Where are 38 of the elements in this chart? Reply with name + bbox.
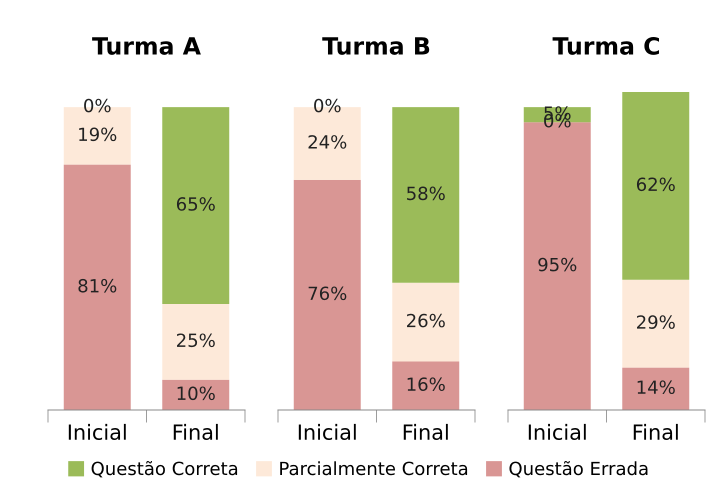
data-label: 65%	[176, 197, 215, 211]
legend-label: Questão Errada	[509, 460, 648, 478]
data-label: 0%	[84, 98, 111, 112]
data-label: 62%	[636, 177, 675, 192]
bar	[162, 380, 230, 410]
data-label: 25%	[177, 333, 215, 348]
chart-title: Turma A	[92, 37, 201, 55]
chart-title: Turma B	[322, 37, 430, 55]
data-label: 24%	[308, 135, 346, 149]
bar	[294, 180, 361, 410]
bar	[622, 368, 690, 410]
x-tick-label: Final	[404, 424, 448, 440]
chart-title: Turma C	[552, 36, 660, 55]
bar	[392, 362, 460, 410]
data-label: 81%	[78, 278, 116, 293]
x-tick-label: Inicial	[298, 424, 356, 440]
data-label: 16%	[408, 377, 445, 392]
x-tick-label: Inicial	[68, 424, 126, 440]
x-tick-label: Inicial	[528, 424, 586, 440]
data-label: 26%	[407, 314, 445, 328]
bar	[162, 304, 230, 380]
data-label: 95%	[538, 258, 576, 272]
data-label: 14%	[638, 380, 675, 394]
bar	[622, 280, 690, 368]
x-tick-label: Final	[174, 424, 218, 440]
bar	[622, 92, 690, 280]
data-label: 76%	[308, 286, 346, 300]
data-label: 29%	[637, 315, 675, 329]
x-tick-label: Final	[634, 424, 678, 440]
data-label: 58%	[407, 186, 445, 200]
bar	[392, 107, 460, 283]
data-label: 0%	[314, 98, 341, 112]
bar	[162, 107, 230, 304]
legend-label: Parcialmente Correta	[280, 461, 468, 476]
data-label: 19%	[79, 127, 116, 142]
data-label: 10%	[178, 386, 215, 400]
legend-label: Questão Correta	[92, 460, 238, 478]
bar	[392, 282, 460, 362]
